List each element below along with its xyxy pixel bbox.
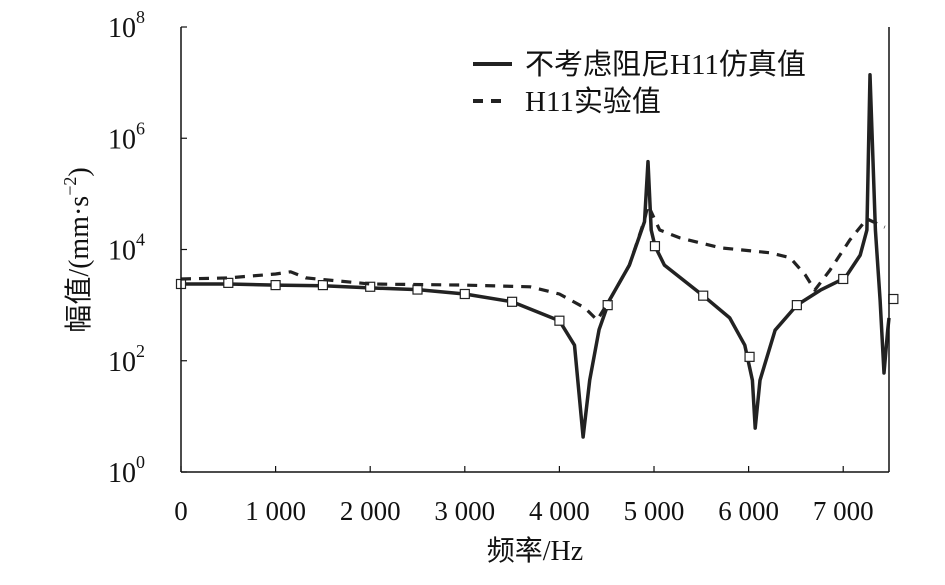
y-tick-label: 106: [108, 118, 145, 155]
x-tick-label: 1 000: [245, 496, 306, 526]
y-axis-label-exponent: −2: [60, 177, 80, 196]
data-point-marker: [649, 241, 661, 252]
series-line-simulation: [181, 73, 891, 439]
data-point-marker: [602, 300, 613, 311]
data-point-marker: [554, 315, 565, 326]
legend: 不考虑阻尼H11仿真值 H11实验值: [473, 48, 806, 118]
y-tick-label: 108: [108, 7, 145, 44]
y-tick-label: 100: [108, 452, 145, 489]
y-axis-label: 幅值/(mm·s−2): [60, 167, 95, 332]
x-tick-label: 5 000: [624, 496, 685, 526]
x-axis-label: 频率/Hz: [487, 535, 583, 567]
series-line-experiment: [180, 203, 886, 322]
x-tick-label: 6 000: [718, 496, 779, 526]
data-point-marker: [459, 288, 470, 300]
legend-label-experiment: H11实验值: [525, 85, 661, 118]
data-point-marker: [270, 280, 281, 291]
data-point-marker: [698, 290, 709, 301]
data-point-marker: [365, 281, 376, 292]
data-point-marker: [791, 300, 802, 311]
data-point-marker: [888, 293, 899, 305]
plot-area: [175, 73, 899, 439]
x-tick-label: 2 000: [340, 496, 401, 526]
data-point-marker: [838, 273, 849, 285]
legend-label-simulation: 不考虑阻尼H11仿真值: [525, 48, 806, 81]
x-tick-label: 4 000: [529, 496, 590, 526]
y-tick-label: 102: [108, 341, 145, 378]
y-tick-label: 104: [108, 230, 145, 267]
data-point-marker: [507, 296, 518, 307]
data-point-marker: [317, 280, 329, 291]
x-tick-label: 7 000: [813, 496, 874, 526]
x-tick-label: 3 000: [434, 496, 495, 526]
data-point-marker: [744, 351, 755, 362]
data-point-marker: [223, 277, 234, 288]
data-point-marker: [412, 284, 423, 295]
x-tick-label: 0: [174, 496, 188, 526]
